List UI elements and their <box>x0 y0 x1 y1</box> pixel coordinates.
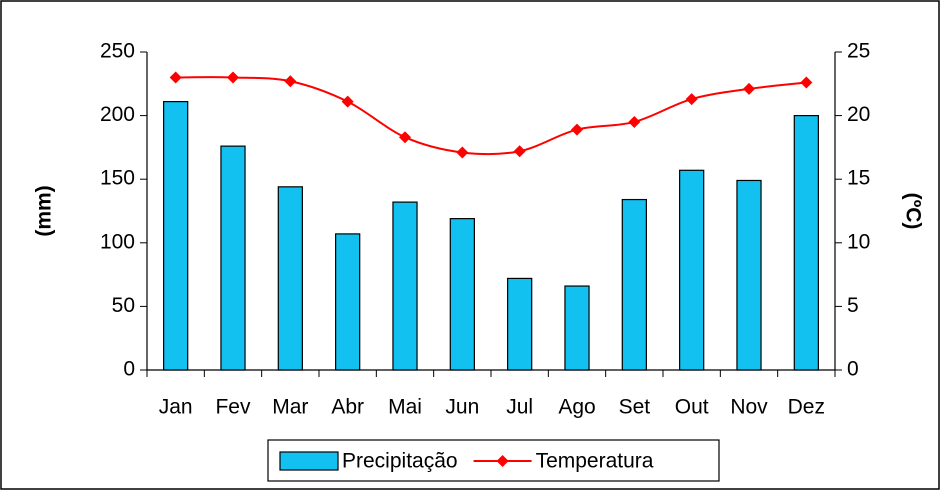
y-tick-label: 0 <box>123 358 135 381</box>
x-tick-label: Jul <box>506 396 533 419</box>
y2-tick-label: 0 <box>847 358 859 381</box>
bar <box>564 285 590 371</box>
bar <box>621 198 647 371</box>
line-marker <box>169 71 182 84</box>
y2-tick-label: 10 <box>847 230 870 253</box>
y2-axis-label: (ºC) <box>901 193 924 230</box>
bar <box>679 169 705 371</box>
line-marker <box>800 76 813 89</box>
bar <box>392 201 418 371</box>
x-tick-label: Nov <box>730 396 768 419</box>
x-tick-label: Abr <box>331 396 364 419</box>
x-tick-label: Out <box>675 396 709 419</box>
legend-swatch-marker <box>496 455 509 467</box>
line-marker <box>341 95 354 108</box>
bar <box>449 218 475 371</box>
line-marker <box>685 93 698 106</box>
line-marker <box>456 146 469 159</box>
x-tick-label: Jan <box>159 396 193 419</box>
bar <box>335 233 361 371</box>
x-tick-label: Mar <box>272 396 308 419</box>
bar <box>736 179 762 371</box>
y2-tick-label: 25 <box>847 40 870 63</box>
bar <box>277 186 303 371</box>
legend-label: Precipitação <box>342 450 458 473</box>
y-tick-label: 50 <box>112 294 135 317</box>
y2-tick-label: 20 <box>847 103 870 126</box>
x-tick-label: Mai <box>388 396 422 419</box>
line-marker <box>227 71 239 84</box>
legend-label: Temperatura <box>536 450 654 473</box>
line-marker <box>571 123 583 136</box>
legend-swatch <box>279 451 339 471</box>
y-tick-label: 200 <box>100 103 135 126</box>
line-marker <box>513 145 526 158</box>
line-marker <box>399 131 411 144</box>
bar <box>793 114 819 371</box>
x-tick-label: Set <box>619 396 651 419</box>
y2-tick-label: 5 <box>847 294 859 317</box>
y-tick-label: 250 <box>100 40 135 63</box>
x-tick-label: Jun <box>445 396 479 419</box>
bar <box>220 145 246 371</box>
line-marker <box>743 82 755 95</box>
y-tick-label: 150 <box>100 167 135 190</box>
line-marker <box>628 115 641 128</box>
x-tick-label: Dez <box>788 396 825 419</box>
y-tick-label: 100 <box>100 230 135 253</box>
x-tick-label: Fev <box>215 396 251 419</box>
y2-tick-label: 15 <box>847 167 870 190</box>
bar <box>163 101 189 371</box>
x-tick-label: Ago <box>558 396 595 419</box>
bar <box>507 277 533 371</box>
line-marker <box>284 75 297 88</box>
y-axis-label: (mm) <box>33 185 56 236</box>
